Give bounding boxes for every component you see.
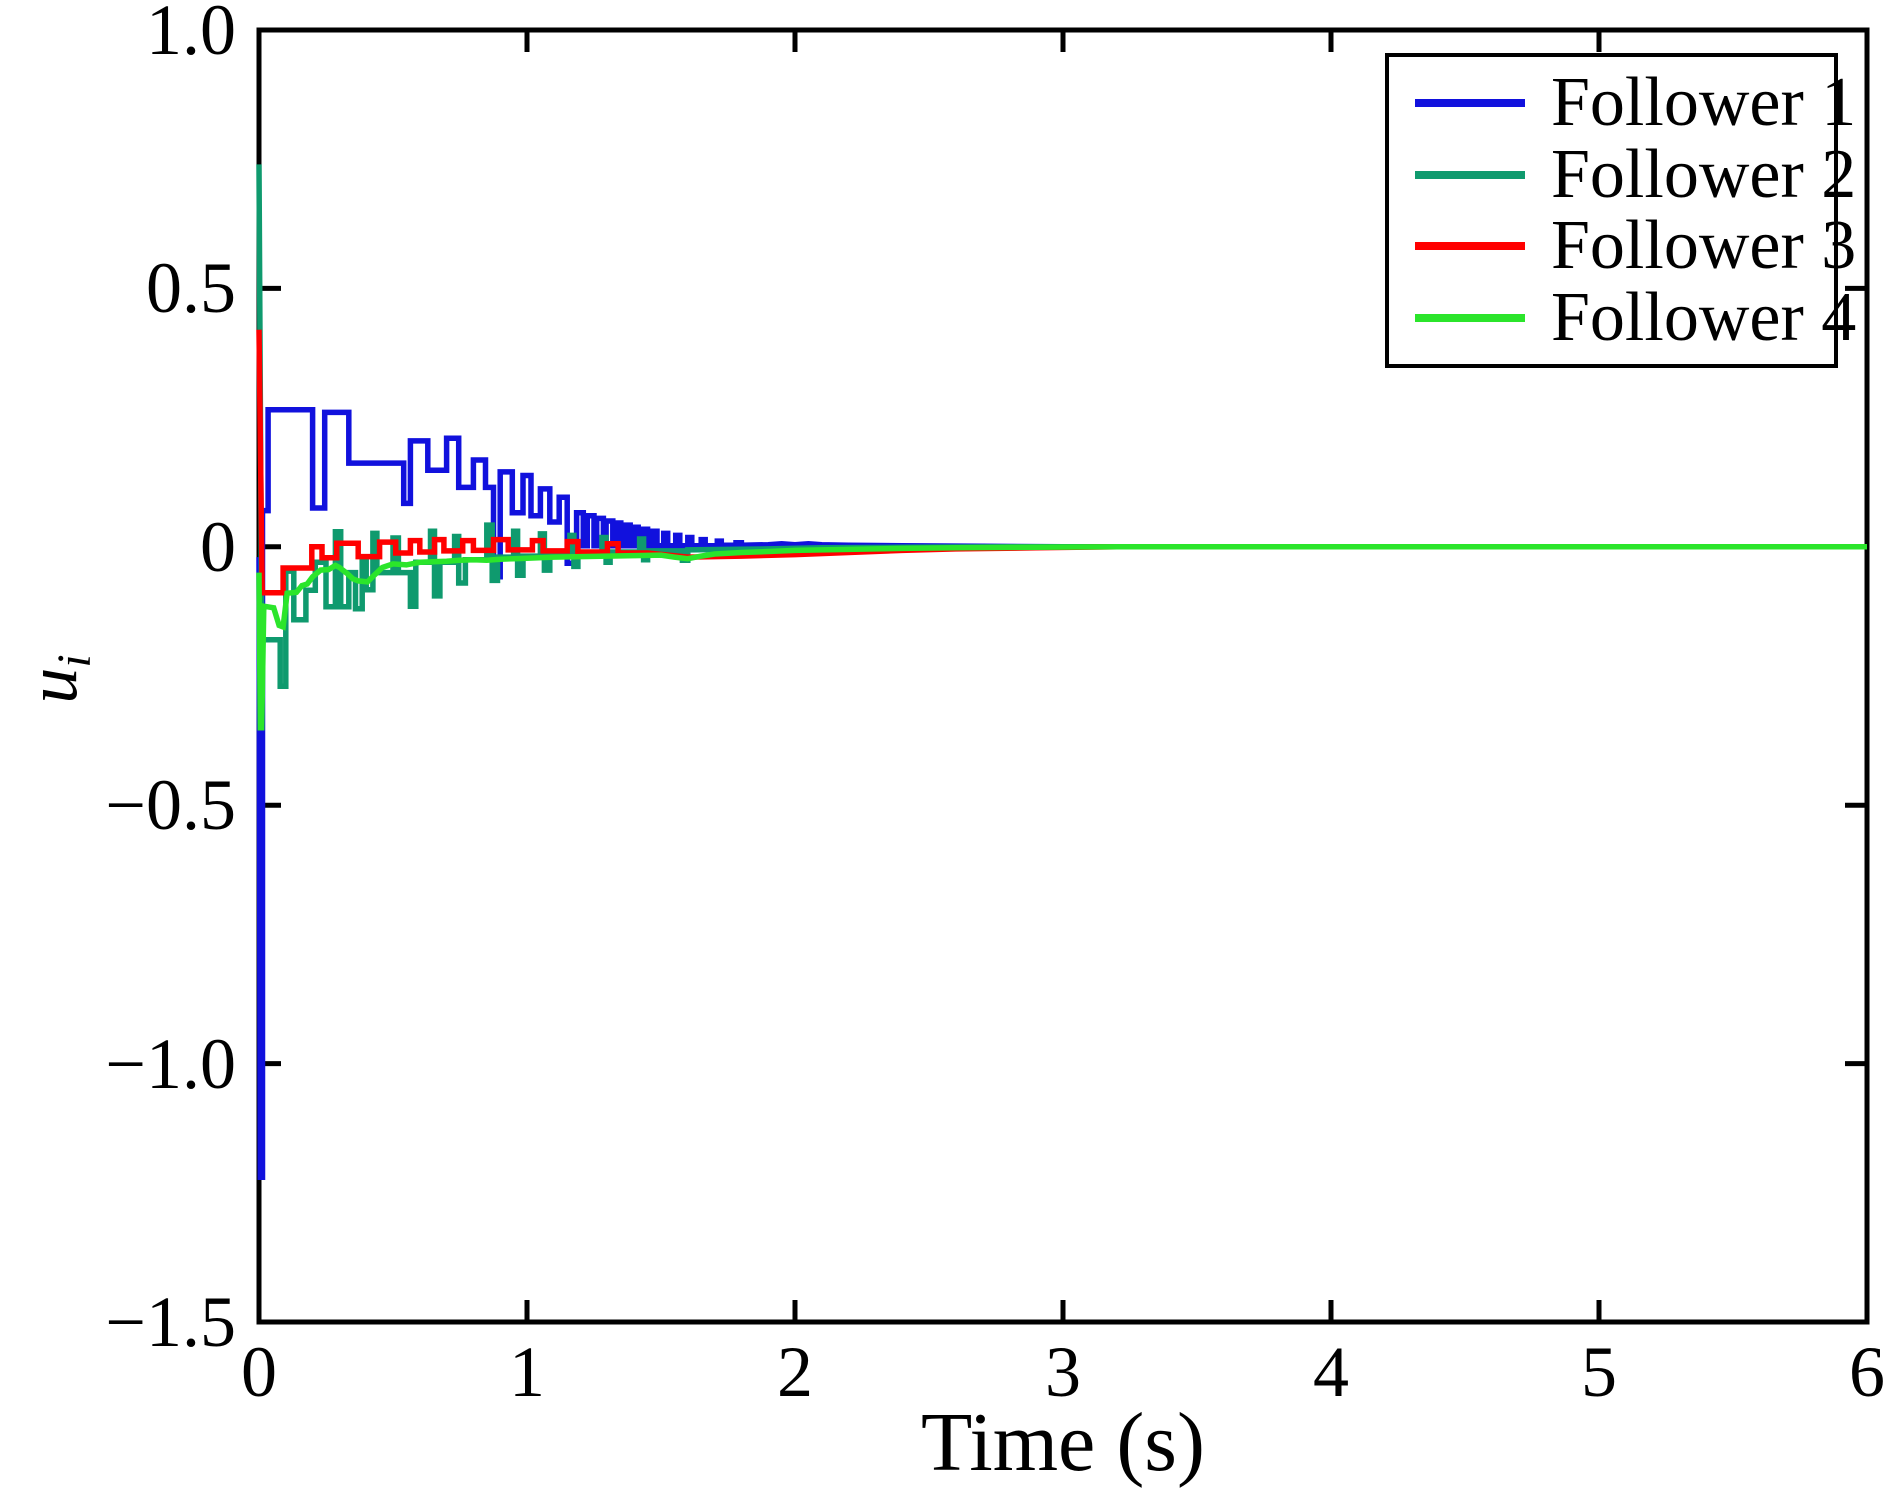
legend-label: Follower 1 xyxy=(1551,63,1857,141)
y-tick-label: 1.0 xyxy=(146,0,236,70)
x-tick-label: 0 xyxy=(241,1332,277,1412)
y-tick-label: 0 xyxy=(200,506,236,587)
data-series xyxy=(256,164,1867,1181)
legend-line-swatch xyxy=(1415,98,1525,107)
x-tick-label: 6 xyxy=(1849,1332,1885,1412)
legend-label: Follower 3 xyxy=(1551,207,1857,285)
legend-entry-follower-2: Follower 2 xyxy=(1415,139,1856,210)
legend-line-swatch xyxy=(1415,242,1525,251)
y-tick-label: −1.0 xyxy=(105,1023,236,1104)
legend: Follower 1 Follower 2 Follower 3 Follower 4 xyxy=(1385,53,1856,368)
legend-label: Follower 2 xyxy=(1551,135,1857,213)
y-axis-label: ui xyxy=(9,615,101,743)
legend-entry-follower-3: Follower 3 xyxy=(1415,211,1856,281)
series-line-follower-1 xyxy=(256,407,1867,1181)
y-axis-label-symbol: u xyxy=(12,667,92,704)
y-axis-label-subscript: i xyxy=(48,654,101,668)
x-tick-label: 5 xyxy=(1581,1332,1617,1412)
legend-entry-follower-1: Follower 1 xyxy=(1415,67,1856,138)
x-axis-label: Time (s) xyxy=(921,1396,1205,1489)
x-tick-label: 1 xyxy=(509,1332,545,1412)
x-tick-label: 4 xyxy=(1313,1332,1349,1412)
y-tick-label: 0.5 xyxy=(146,248,236,329)
x-tick-label: 3 xyxy=(1045,1332,1081,1412)
series-line-follower-2 xyxy=(256,164,1867,690)
series-line-follower-4 xyxy=(256,544,1867,731)
y-tick-label: −0.5 xyxy=(105,765,236,846)
legend-label: Follower 4 xyxy=(1551,279,1857,357)
axis-ticks xyxy=(256,27,1870,1325)
legend-line-swatch xyxy=(1415,314,1525,323)
x-tick-label: 2 xyxy=(777,1332,813,1412)
legend-entry-follower-4: Follower 4 xyxy=(1415,283,1856,353)
legend-line-swatch xyxy=(1415,170,1525,179)
y-tick-label: −1.5 xyxy=(105,1282,236,1362)
